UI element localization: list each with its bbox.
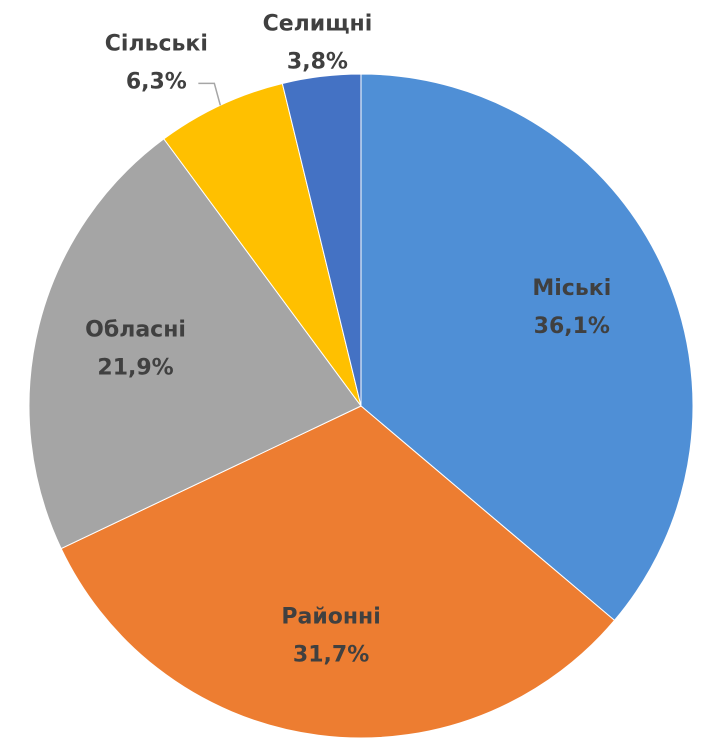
pie-slice [281, 73, 362, 407]
pie-slice [28, 138, 362, 550]
slice-value-label: 3,8% [287, 50, 348, 75]
slice-label: Сільські [105, 31, 208, 56]
leader-line [198, 82, 222, 106]
pie-slice [360, 73, 694, 622]
slice-value-label: 6,3% [126, 69, 187, 94]
slice-label: Районні [281, 604, 380, 629]
slice-value-label: 31,7% [293, 642, 369, 667]
slice-label: Селищні [263, 12, 373, 37]
slice-label: Міські [532, 276, 611, 301]
pie-slice [163, 82, 362, 407]
slice-label: Обласні [85, 318, 186, 343]
slice-value-label: 21,9% [97, 356, 173, 381]
slice-value-label: 36,1% [534, 314, 610, 339]
pie-slice [60, 405, 616, 739]
